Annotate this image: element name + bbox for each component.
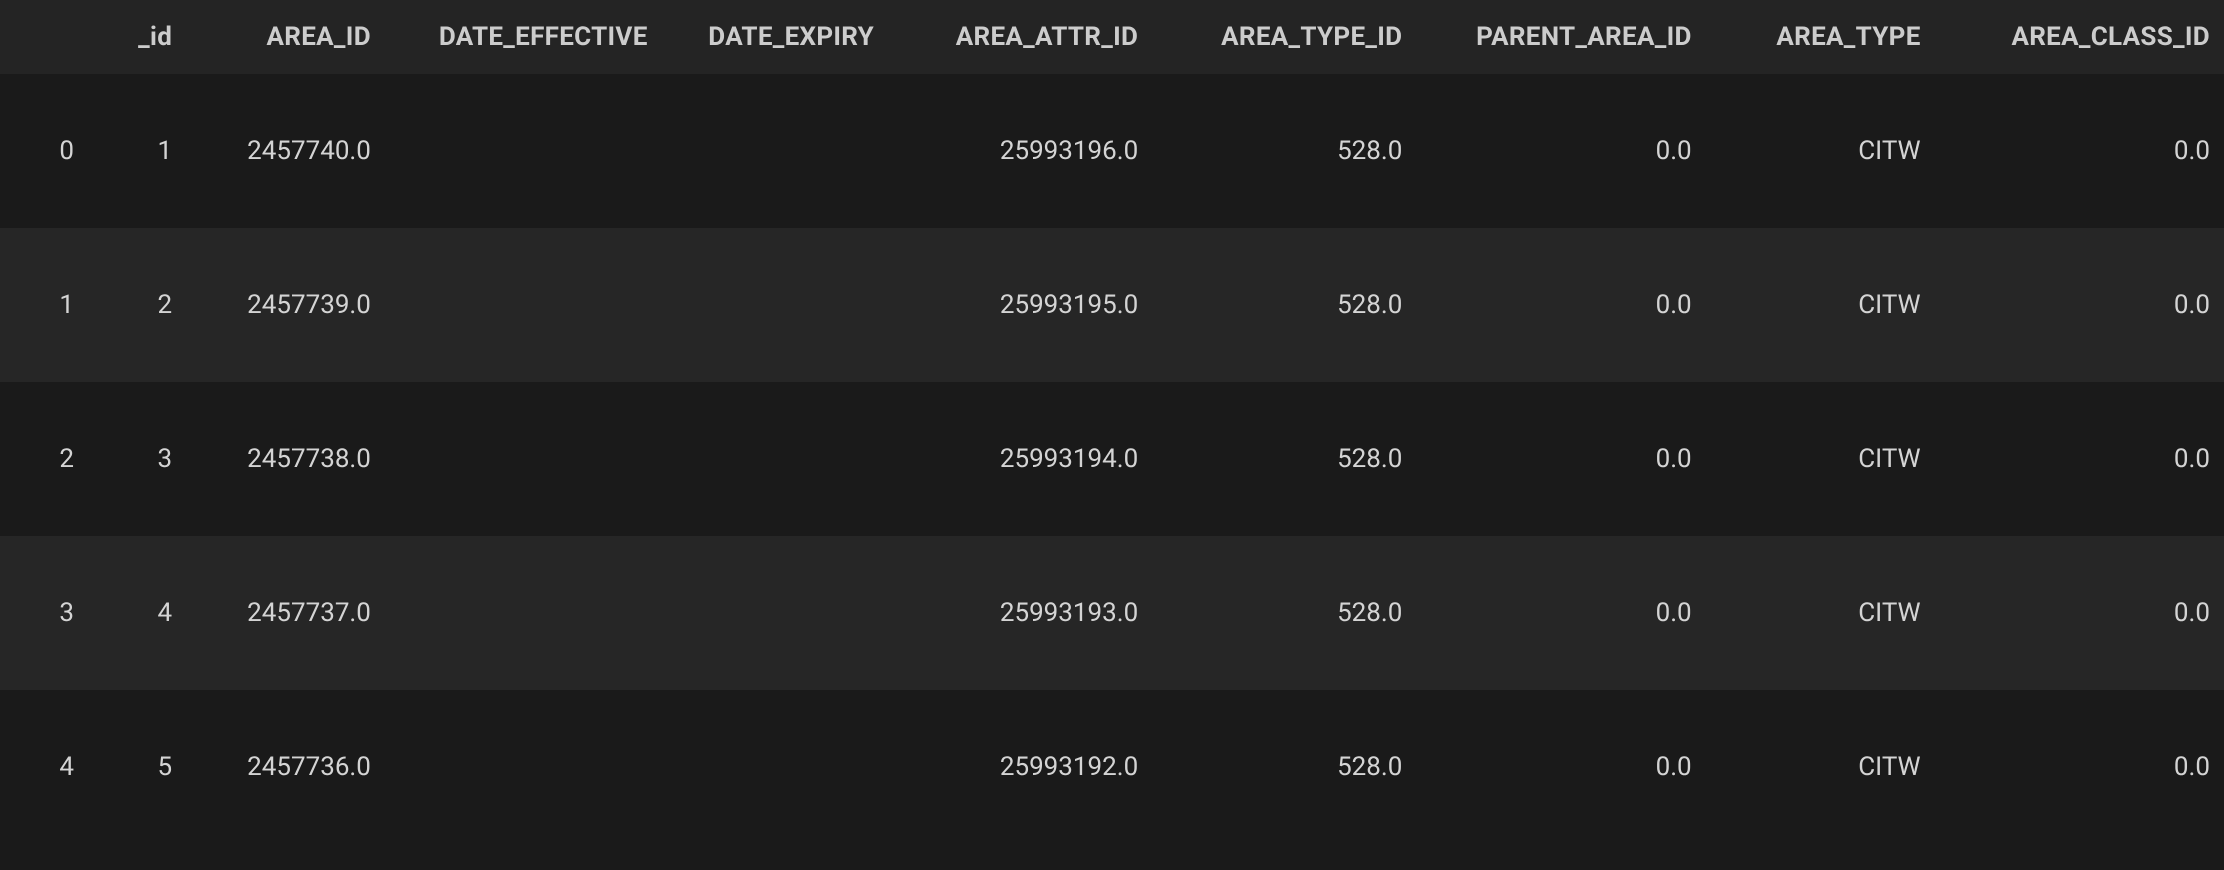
cell-parent-area-id: 0.0 bbox=[1416, 690, 1705, 844]
table-body: 0 1 2457740.0 25993196.0 528.0 0.0 CITW … bbox=[0, 74, 2224, 844]
cell-area-type-id: 528.0 bbox=[1152, 690, 1416, 844]
table-header-row: _id AREA_ID DATE_EFFECTIVE DATE_EXPIRY A… bbox=[0, 0, 2224, 74]
cell-area-attr-id: 25993195.0 bbox=[888, 228, 1152, 382]
column-header-index[interactable] bbox=[0, 0, 88, 74]
cell-id: 2 bbox=[88, 228, 186, 382]
cell-id: 3 bbox=[88, 382, 186, 536]
cell-area-type-id: 528.0 bbox=[1152, 228, 1416, 382]
cell-area-class-id: 0.0 bbox=[1935, 228, 2224, 382]
cell-date-expiry bbox=[662, 228, 888, 382]
cell-index: 4 bbox=[0, 690, 88, 844]
cell-area-type-id: 528.0 bbox=[1152, 382, 1416, 536]
cell-area-class-id: 0.0 bbox=[1935, 690, 2224, 844]
cell-id: 1 bbox=[88, 74, 186, 228]
cell-area-attr-id: 25993193.0 bbox=[888, 536, 1152, 690]
cell-area-attr-id: 25993194.0 bbox=[888, 382, 1152, 536]
cell-area-class-id: 0.0 bbox=[1935, 74, 2224, 228]
column-header-area-id[interactable]: AREA_ID bbox=[186, 0, 385, 74]
cell-parent-area-id: 0.0 bbox=[1416, 536, 1705, 690]
cell-parent-area-id: 0.0 bbox=[1416, 382, 1705, 536]
cell-id: 5 bbox=[88, 690, 186, 844]
table-header: _id AREA_ID DATE_EFFECTIVE DATE_EXPIRY A… bbox=[0, 0, 2224, 74]
cell-id: 4 bbox=[88, 536, 186, 690]
data-table-container: _id AREA_ID DATE_EFFECTIVE DATE_EXPIRY A… bbox=[0, 0, 2224, 844]
cell-date-expiry bbox=[662, 536, 888, 690]
cell-area-type: CITW bbox=[1706, 74, 1935, 228]
column-header-id[interactable]: _id bbox=[88, 0, 186, 74]
column-header-parent-area-id[interactable]: PARENT_AREA_ID bbox=[1416, 0, 1705, 74]
table-row[interactable]: 1 2 2457739.0 25993195.0 528.0 0.0 CITW … bbox=[0, 228, 2224, 382]
data-table: _id AREA_ID DATE_EFFECTIVE DATE_EXPIRY A… bbox=[0, 0, 2224, 844]
cell-date-effective bbox=[385, 536, 662, 690]
column-header-date-effective[interactable]: DATE_EFFECTIVE bbox=[385, 0, 662, 74]
cell-area-id: 2457737.0 bbox=[186, 536, 385, 690]
cell-date-effective bbox=[385, 690, 662, 844]
cell-index: 3 bbox=[0, 536, 88, 690]
table-row[interactable]: 3 4 2457737.0 25993193.0 528.0 0.0 CITW … bbox=[0, 536, 2224, 690]
cell-area-type: CITW bbox=[1706, 690, 1935, 844]
column-header-area-type[interactable]: AREA_TYPE bbox=[1706, 0, 1935, 74]
cell-area-id: 2457736.0 bbox=[186, 690, 385, 844]
cell-index: 2 bbox=[0, 382, 88, 536]
cell-area-class-id: 0.0 bbox=[1935, 382, 2224, 536]
column-header-date-expiry[interactable]: DATE_EXPIRY bbox=[662, 0, 888, 74]
cell-area-id: 2457740.0 bbox=[186, 74, 385, 228]
cell-area-type: CITW bbox=[1706, 536, 1935, 690]
cell-area-type-id: 528.0 bbox=[1152, 536, 1416, 690]
cell-area-type: CITW bbox=[1706, 382, 1935, 536]
cell-index: 0 bbox=[0, 74, 88, 228]
cell-date-effective bbox=[385, 228, 662, 382]
cell-parent-area-id: 0.0 bbox=[1416, 228, 1705, 382]
cell-date-expiry bbox=[662, 74, 888, 228]
cell-parent-area-id: 0.0 bbox=[1416, 74, 1705, 228]
cell-date-effective bbox=[385, 382, 662, 536]
cell-area-attr-id: 25993192.0 bbox=[888, 690, 1152, 844]
cell-area-class-id: 0.0 bbox=[1935, 536, 2224, 690]
column-header-area-class-id[interactable]: AREA_CLASS_ID bbox=[1935, 0, 2224, 74]
cell-area-type: CITW bbox=[1706, 228, 1935, 382]
cell-area-id: 2457739.0 bbox=[186, 228, 385, 382]
cell-date-effective bbox=[385, 74, 662, 228]
cell-date-expiry bbox=[662, 382, 888, 536]
table-row[interactable]: 4 5 2457736.0 25993192.0 528.0 0.0 CITW … bbox=[0, 690, 2224, 844]
cell-area-id: 2457738.0 bbox=[186, 382, 385, 536]
table-row[interactable]: 2 3 2457738.0 25993194.0 528.0 0.0 CITW … bbox=[0, 382, 2224, 536]
cell-area-type-id: 528.0 bbox=[1152, 74, 1416, 228]
cell-index: 1 bbox=[0, 228, 88, 382]
cell-area-attr-id: 25993196.0 bbox=[888, 74, 1152, 228]
cell-date-expiry bbox=[662, 690, 888, 844]
table-row[interactable]: 0 1 2457740.0 25993196.0 528.0 0.0 CITW … bbox=[0, 74, 2224, 228]
column-header-area-attr-id[interactable]: AREA_ATTR_ID bbox=[888, 0, 1152, 74]
column-header-area-type-id[interactable]: AREA_TYPE_ID bbox=[1152, 0, 1416, 74]
